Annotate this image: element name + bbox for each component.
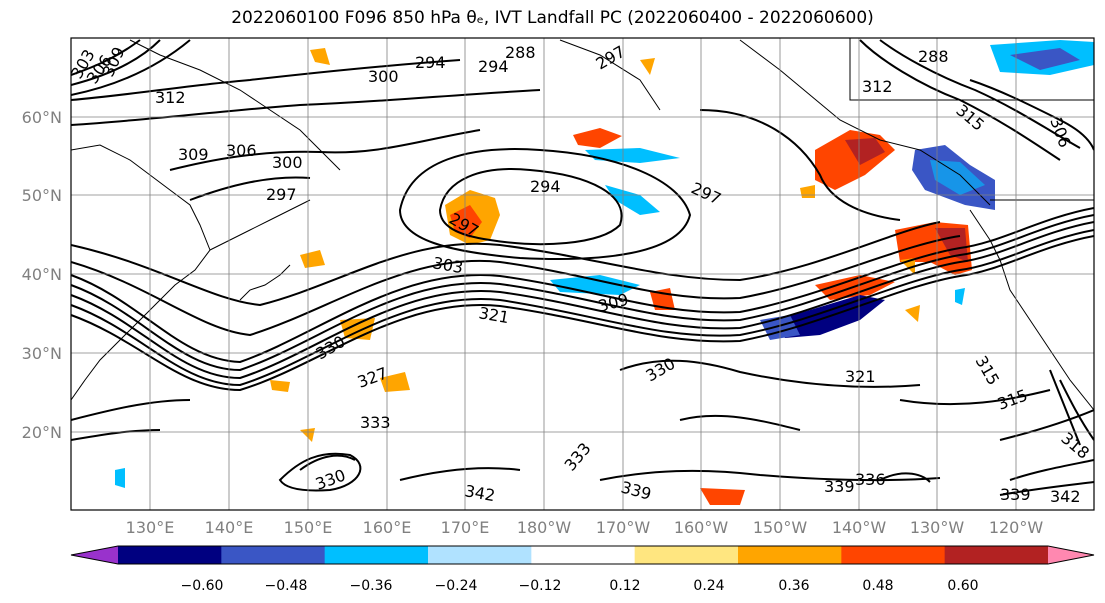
lat-label-40n: 40°N xyxy=(22,265,62,284)
contour-label: 330 xyxy=(313,465,348,493)
contour-label: 339 xyxy=(824,477,855,496)
contour-label: 306 xyxy=(1046,115,1074,150)
lon-label: 150°E xyxy=(284,518,333,537)
contour-label: 294 xyxy=(415,53,446,72)
colorbar-segment xyxy=(944,546,1049,564)
shade-orange-gulf xyxy=(815,130,895,190)
lon-label: 180°W xyxy=(517,518,572,537)
lon-label: 160°W xyxy=(674,518,729,537)
colorbar-tick: −0.12 xyxy=(519,578,562,594)
contour-label: 333 xyxy=(561,439,595,475)
map-title: 2022060100 F096 850 hPa θₑ, IVT Landfall… xyxy=(231,8,874,28)
contour-label: 339 xyxy=(1000,485,1031,504)
colorbar xyxy=(70,545,1095,565)
colorbar-tick: 0.24 xyxy=(693,578,724,594)
lat-label-60n: 60°N xyxy=(22,108,62,127)
colorbar-tick: 0.36 xyxy=(778,578,809,594)
shade-blue-mid xyxy=(550,275,640,295)
contour-label: 297 xyxy=(266,185,297,204)
longitude-labels: 130°E 140°E 150°E 160°E 170°E 180°W 170°… xyxy=(126,518,1044,537)
shade-orange-w4 xyxy=(380,372,410,392)
contour-label: 312 xyxy=(155,88,186,107)
contour-label: 288 xyxy=(505,43,536,62)
contour-label: 315 xyxy=(995,385,1030,413)
contour-label: 333 xyxy=(360,413,391,432)
lon-label: 160°E xyxy=(363,518,412,537)
colorbar-segment xyxy=(221,546,326,564)
contour-label: 294 xyxy=(478,57,509,76)
shade-red-west-pacific xyxy=(450,205,482,238)
colorbar-segment xyxy=(841,546,946,564)
shade-orange-w5 xyxy=(700,488,745,505)
contour-label: 300 xyxy=(368,67,399,86)
shade-orange-w10 xyxy=(310,48,330,65)
colorbar-segment xyxy=(634,546,739,564)
lon-label: 170°W xyxy=(596,518,651,537)
contour-label: 330 xyxy=(313,332,349,364)
colorbar-extend-low xyxy=(71,546,118,564)
contour-label: 309 xyxy=(178,145,209,164)
colorbar-ticks: −0.60 −0.48 −0.36 −0.24 −0.12 0.12 0.24 … xyxy=(181,578,979,594)
shade-blue-w9 xyxy=(955,288,965,305)
lat-label-50n: 50°N xyxy=(22,186,62,205)
lat-label-20n: 20°N xyxy=(22,423,62,442)
shade-orange-w14 xyxy=(640,58,655,75)
graticule xyxy=(71,38,1094,510)
shade-orange-w13 xyxy=(905,305,920,322)
shade-orange-w7 xyxy=(300,428,315,442)
contour-label: 315 xyxy=(972,353,1004,389)
lon-label: 150°W xyxy=(753,518,808,537)
theta-e-contours xyxy=(71,39,1094,496)
shade-blue-aleutian xyxy=(585,148,680,163)
lat-label-30n: 30°N xyxy=(22,344,62,363)
colorbar-tick: −0.36 xyxy=(350,578,393,594)
colorbar-extend-high xyxy=(1048,546,1094,564)
map-frame xyxy=(70,37,1095,511)
colorbar-tick: −0.48 xyxy=(265,578,308,594)
shade-blue-central xyxy=(605,185,660,215)
colorbar-tick: −0.60 xyxy=(181,578,224,594)
contour-label: 321 xyxy=(845,367,876,386)
contour-label: 315 xyxy=(952,101,988,135)
contour-label: 318 xyxy=(1057,429,1093,463)
colorbar-tick: −0.24 xyxy=(435,578,478,594)
lon-label: 170°E xyxy=(441,518,490,537)
shade-orange-w11 xyxy=(800,185,815,198)
latitude-labels: 60°N 50°N 40°N 30°N 20°N xyxy=(22,108,62,442)
contour-label: 309 xyxy=(98,44,128,80)
colorbar-segment xyxy=(428,546,532,564)
lon-label: 140°W xyxy=(832,518,887,537)
contour-label: 339 xyxy=(619,478,653,504)
contour-label: 297 xyxy=(688,178,724,208)
lon-label: 130°W xyxy=(910,518,965,537)
contour-label: 336 xyxy=(855,470,886,489)
shade-blue-northeast xyxy=(1010,48,1080,70)
shade-orange-w6 xyxy=(270,380,290,392)
contour-label: 321 xyxy=(477,303,510,327)
contour-label: 288 xyxy=(918,47,949,66)
colorbar-tick: 0.12 xyxy=(609,578,640,594)
shade-orange-aleutian xyxy=(573,128,622,148)
contour-label: 330 xyxy=(643,354,679,386)
contour-label: 342 xyxy=(463,481,496,505)
shade-blue-w8 xyxy=(115,468,125,488)
colorbar-segment xyxy=(324,546,429,564)
colorbar-segment xyxy=(738,546,842,564)
contour-label: 306 xyxy=(226,141,257,160)
contour-label: 342 xyxy=(1050,487,1081,506)
colorbar-tick: 0.60 xyxy=(947,578,978,594)
lon-label: 130°E xyxy=(126,518,175,537)
colorbar-segment xyxy=(531,546,636,564)
contour-label: 294 xyxy=(530,177,561,196)
contour-label: 312 xyxy=(862,77,893,96)
colorbar-segment xyxy=(118,546,222,564)
colorbar-outline xyxy=(70,545,1095,565)
contour-label: 300 xyxy=(272,153,303,172)
lon-label: 120°W xyxy=(989,518,1044,537)
colorbar-tick: 0.48 xyxy=(862,578,893,594)
shade-orange-w2 xyxy=(300,250,325,268)
shade-dark-red-gulf xyxy=(845,138,885,165)
lon-label: 140°E xyxy=(205,518,254,537)
